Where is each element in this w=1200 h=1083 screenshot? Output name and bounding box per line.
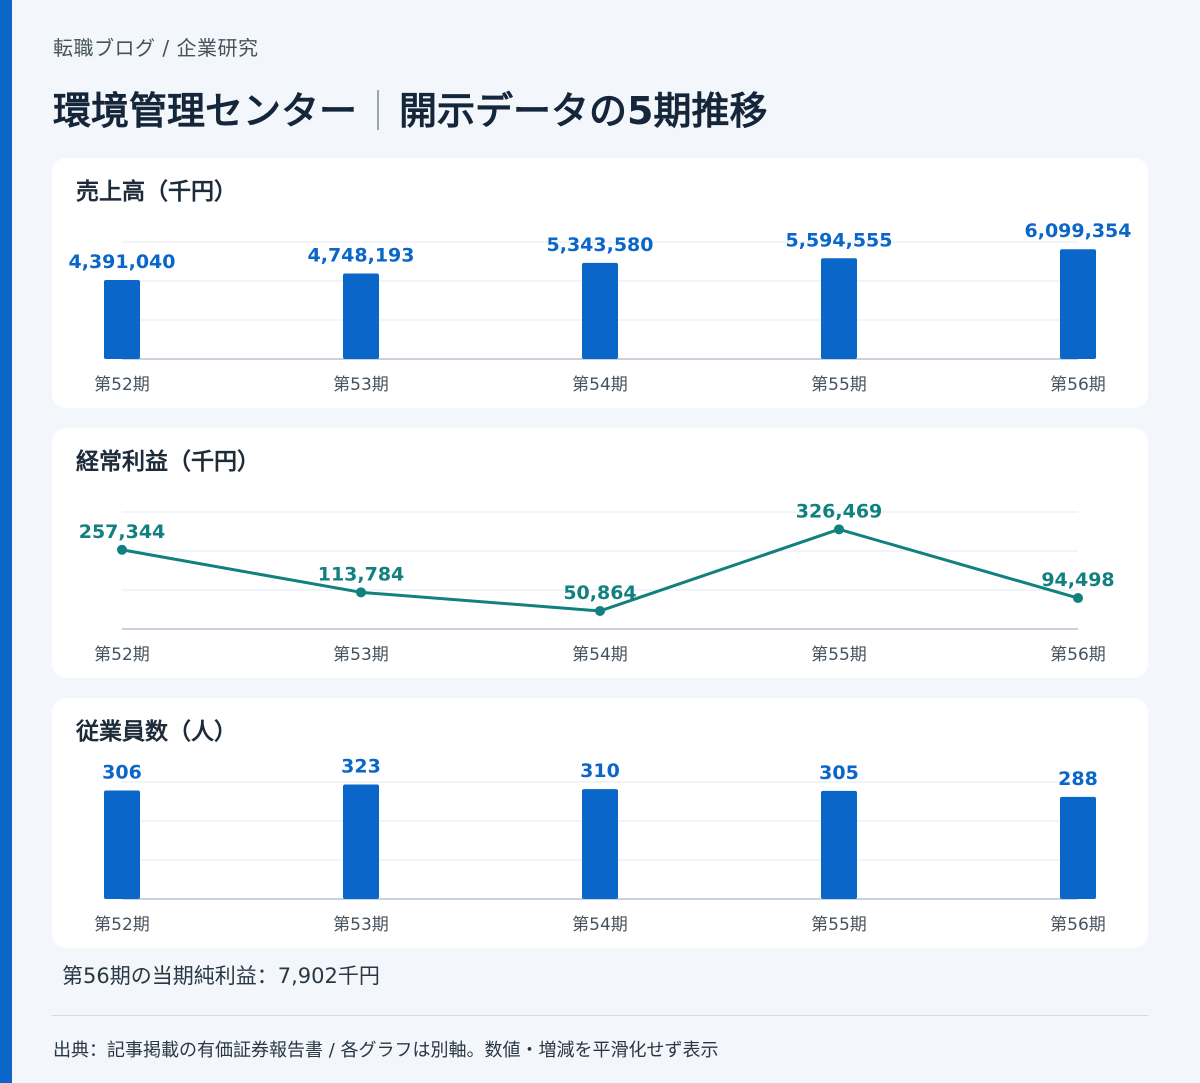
x-tick-label: 第55期 [811,375,867,395]
bar [104,279,140,359]
source-footer: 出典：記事掲載の有価証券報告書 / 各グラフは別軸。数値・増減を平滑化せず表示 [53,1040,719,1061]
chart-ordinary-profit: 第52期 第53期 第54期 第55期 第56期 257,344 113,784 50,864… [79,500,1115,665]
x-tick-label: 第52期 [94,645,150,665]
page-title-company: 環境管理センター [53,89,358,133]
bar [821,790,857,899]
bar-value-label: 288 [1058,768,1098,790]
x-tick-label: 第56期 [1050,645,1106,665]
chart-title-sales: 売上高（千円） [76,179,237,205]
page-title-topic: 開示データの5期推移 [399,89,768,133]
chart-card-employees: 従業員数（人） 第52期 第53期 第54期 第55期 第56期 306 323 310 305… [52,698,1148,948]
bar-value-label: 4,391,040 [69,251,176,273]
x-tick-label: 第52期 [94,375,150,395]
bar-value-label: 323 [341,755,381,777]
bar [343,784,379,899]
bar-value-label: 4,748,193 [308,245,415,267]
bar [821,258,857,359]
bar-value-label: 6,099,354 [1025,220,1132,242]
data-point [1073,593,1083,604]
title-divider [377,90,380,130]
bar [104,790,140,899]
x-tick-label: 第53期 [333,915,389,935]
x-tick-label: 第54期 [572,645,628,665]
data-point [356,587,366,598]
bar-value-label: 305 [819,762,859,784]
net-income-note: 第56期の当期純利益：7,902千円 [62,964,380,988]
bar-value-label: 310 [580,760,620,782]
point-value-label: 326,469 [796,500,883,522]
x-tick-label: 第52期 [94,915,150,935]
x-tick-label: 第56期 [1050,915,1106,935]
bar [582,262,618,359]
chart-employees: 第52期 第53期 第54期 第55期 第56期 306 323 310 305 288 [94,755,1106,935]
footer-divider [52,1015,1148,1016]
chart-sales: 第52期 第53期 第54期 第55期 第56期 4,391,040 4,748,193 5,… [69,220,1132,395]
chart-title-ordinary-profit: 経常利益（千円） [76,449,260,475]
point-value-label: 50,864 [563,582,636,604]
bar [343,273,379,359]
page-title: 環境管理センター 開示データの5期推移 [53,80,767,135]
x-tick-label: 第54期 [572,915,628,935]
bar-value-label: 5,594,555 [786,229,893,251]
accent-bar [0,0,12,1083]
data-point [595,605,605,616]
point-value-label: 257,344 [79,521,166,543]
x-tick-label: 第53期 [333,645,389,665]
x-tick-label: 第54期 [572,375,628,395]
bar [582,789,618,899]
x-tick-label: 第55期 [811,915,867,935]
x-tick-label: 第53期 [333,375,389,395]
point-value-label: 113,784 [318,563,405,585]
bar-value-label: 5,343,580 [547,234,654,256]
x-tick-label: 第56期 [1050,375,1106,395]
chart-title-employees: 従業員数（人） [76,719,237,745]
breadcrumb: 転職ブログ / 企業研究 [53,36,259,60]
data-point [117,544,127,555]
chart-card-ordinary-profit: 経常利益（千円） 第52期 第53期 第54期 第55期 第56期 257,344 113,… [52,428,1148,678]
chart-card-sales: 売上高（千円） 第52期 第53期 第54期 第55期 第56期 4,391,040 4,7… [52,158,1148,408]
bar-value-label: 306 [102,762,142,784]
bar [1060,796,1096,899]
point-value-label: 94,498 [1041,569,1114,591]
bar [1060,249,1096,359]
x-tick-label: 第55期 [811,645,867,665]
data-point [834,524,844,535]
